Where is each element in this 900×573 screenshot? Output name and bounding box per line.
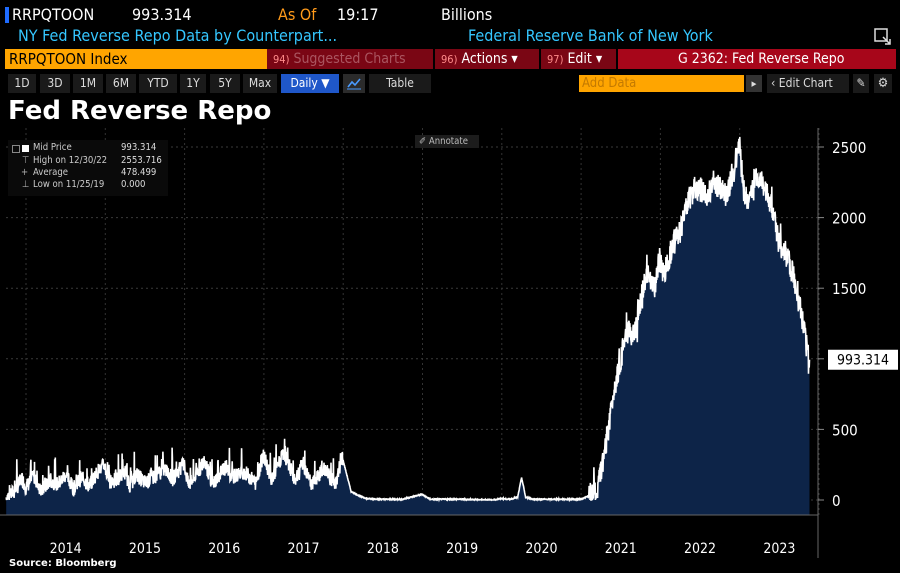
ticker[interactable]: RRPQTOON [12,5,95,24]
series-area [6,136,810,515]
x-tick-label: 2015 [129,541,161,557]
legend-high-value: 2553.716 [121,155,162,166]
last-price: 993.314 [132,5,192,24]
chart-title: Fed Reverse Repo [8,96,272,126]
legend-mid-label: Mid Price [33,142,72,153]
legend-row-high: ⊤ High on 12/30/22 2553.716 [8,155,168,167]
y-tick-label: 2500 [832,139,866,157]
add-data-arrow-icon[interactable]: ▸ [746,75,762,92]
pen-icon[interactable]: ✎ [853,74,869,93]
as-of-label: As Of [278,5,317,24]
last-value-label: 993.314 [837,353,889,369]
x-tick-label: 2023 [763,541,795,557]
y-axis: 05001000150020002500 [817,128,866,558]
suggested-charts-label: Suggested Charts [293,51,406,67]
legend-row-low: ⊥ Low on 11/25/19 0.000 [8,179,168,191]
x-tick-label: 2021 [605,541,637,557]
x-tick-label: 2019 [446,541,478,557]
suggested-charts-number: 94) [273,53,290,66]
range-button-1d[interactable]: 1D [8,74,36,93]
as-of-time: 19:17 [337,5,379,24]
edit-menu-button[interactable]: 97) Edit ▾ [541,49,616,69]
header-row: RRPQTOON 993.314 As Of 19:17 Billions [0,5,900,25]
x-tick-label: 2016 [208,541,240,557]
range-button-1y[interactable]: 1Y [180,74,206,93]
security-tab-marker [5,7,9,23]
x-tick-label: 2022 [684,541,716,557]
edit-chart-button[interactable]: ‹ Edit Chart [767,74,849,93]
legend-row-mid: Mid Price 993.314 [8,142,168,154]
legend-low-label: Low on 11/25/19 [33,179,105,190]
edit-number: 97) [547,53,564,66]
source-footnote: Source: Bloomberg [9,558,117,569]
description-row: NY Fed Reverse Repo Data by Counterpart.… [0,26,900,46]
legend-low-value: 0.000 [121,179,146,190]
range-button-6m[interactable]: 6M [106,74,136,93]
y-tick-label: 500 [832,421,858,439]
range-button-1m[interactable]: 1M [73,74,103,93]
edit-label: Edit ▾ [567,51,603,67]
chart-name-label: G 2362: Fed Reverse Repo [618,49,896,69]
data-source-name: Federal Reserve Bank of New York [468,26,713,45]
legend-average-value: 478.499 [121,167,157,178]
chevron-icon: ‹ [771,76,776,90]
line-chart-icon[interactable] [343,74,365,93]
legend-mid-value: 993.314 [121,142,157,153]
series-swatch-icon [22,145,29,152]
suggested-charts-button[interactable]: 94) Suggested Charts [267,49,433,69]
frequency-dropdown[interactable]: Daily ▼ [281,74,339,93]
checkbox-icon[interactable] [12,145,20,153]
y-tick-label: 0 [832,492,841,510]
legend-average-label: Average [33,167,69,178]
x-tick-label: 2018 [367,541,399,557]
range-button-max[interactable]: Max [243,74,277,93]
gear-icon[interactable]: ⚙ [874,74,892,93]
legend-high-label: High on 12/30/22 [33,155,108,166]
x-tick-label: 2017 [288,541,320,557]
x-tick-label: 2014 [50,541,82,557]
annotate-button[interactable]: ✐ Annotate [415,135,479,148]
x-tick-label: 2020 [525,541,557,557]
edit-chart-label: Edit Chart [778,76,833,90]
low-marker-icon: ⊥ [22,179,30,190]
last-value-marker: 993.314 [828,349,898,370]
high-marker-icon: ⊤ [22,155,30,166]
security-description: NY Fed Reverse Repo Data by Counterpart.… [18,26,338,45]
legend[interactable]: Mid Price 993.314 ⊤ High on 12/30/22 255… [8,140,168,196]
y-tick-label: 1500 [832,280,866,298]
units-label: Billions [441,5,493,24]
range-button-5y[interactable]: 5Y [210,74,240,93]
table-button[interactable]: Table [369,74,431,93]
export-icon[interactable] [874,28,892,46]
last-value-box [828,349,898,370]
actions-label: Actions ▾ [461,51,518,67]
legend-row-average: + Average 478.499 [8,167,168,179]
y-tick-label: 2000 [832,210,866,228]
average-marker-icon: + [21,167,29,178]
range-button-ytd[interactable]: YTD [139,74,177,93]
security-field[interactable]: RRPQTOON Index [5,49,267,69]
actions-number: 96) [441,53,458,66]
series-line [5,136,811,503]
range-button-3d[interactable]: 3D [40,74,70,93]
annotate-label: Annotate [428,136,468,147]
add-data-input[interactable]: Add Data [579,75,744,92]
actions-menu-button[interactable]: 96) Actions ▾ [435,49,539,69]
x-axis: 2014 2015 2016 2017 2018 2019 2020 2021 2022 2023 [0,514,818,557]
